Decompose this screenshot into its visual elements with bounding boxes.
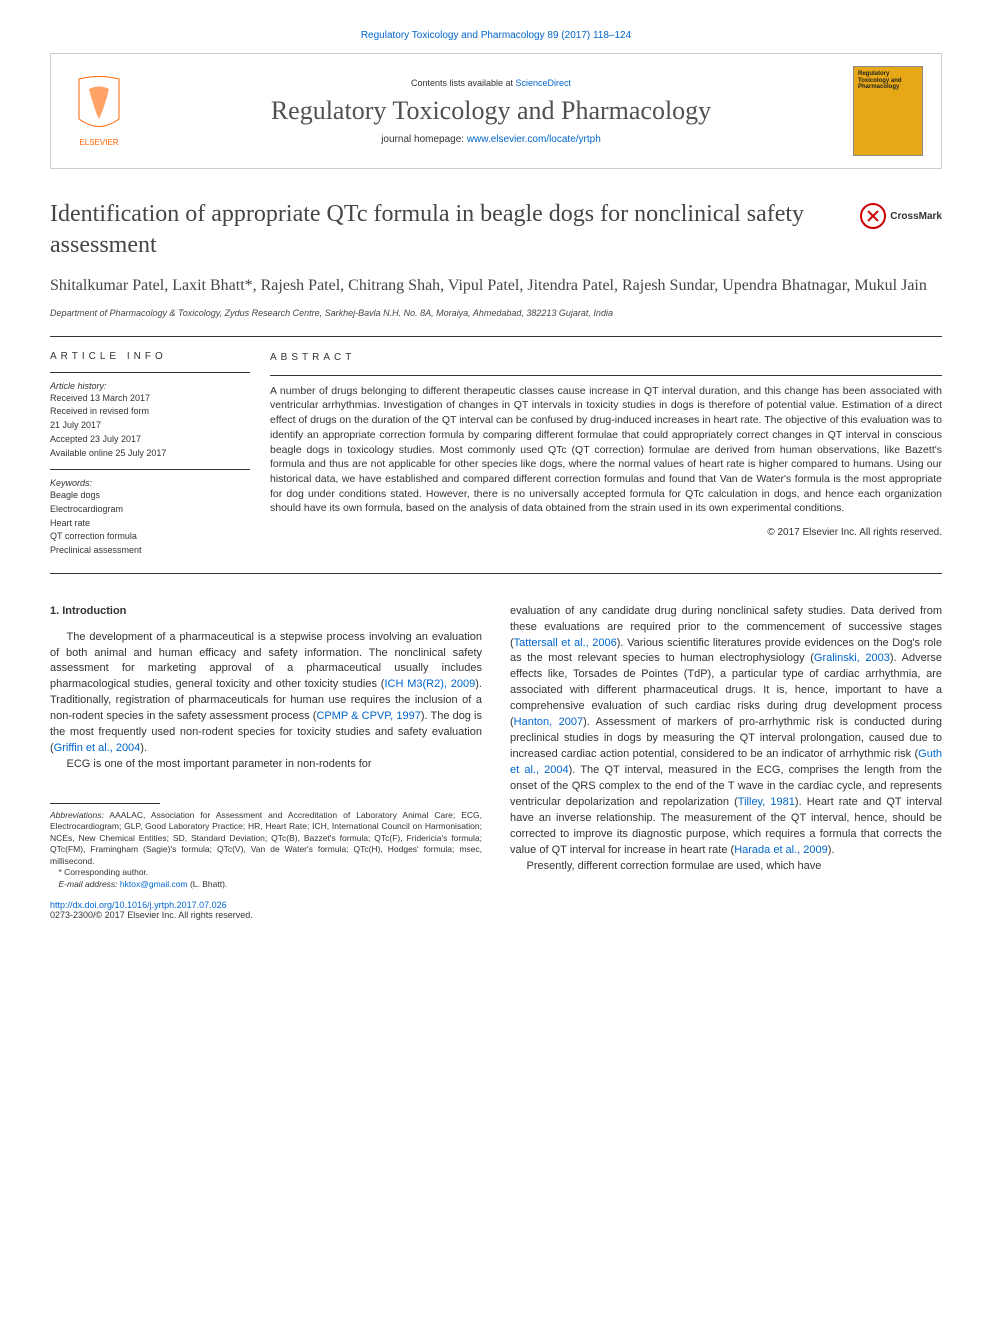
ref-tattersall[interactable]: Tattersall et al., 2006 [514, 637, 617, 649]
article-info-heading: ARTICLE INFO [50, 351, 250, 362]
p3-g: ). [828, 844, 835, 856]
email-link[interactable]: hktox@gmail.com [120, 879, 188, 889]
ref-tilley[interactable]: Tilley, 1981 [738, 796, 795, 808]
bottom-bar: http://dx.doi.org/10.1016/j.yrtph.2017.0… [50, 900, 942, 920]
sciencedirect-link[interactable]: ScienceDirect [516, 78, 572, 88]
keyword-2: Electrocardiogram [50, 504, 250, 516]
corresponding-footnote: * Corresponding author. [50, 867, 482, 878]
received-date: Received 13 March 2017 [50, 393, 250, 405]
keyword-1: Beagle dogs [50, 490, 250, 502]
abbreviations-label: Abbreviations: [50, 810, 104, 820]
paragraph-1: The development of a pharmaceutical is a… [50, 630, 482, 758]
abstract-column: ABSTRACT A number of drugs belonging to … [270, 351, 942, 559]
keyword-5: Preclinical assessment [50, 545, 250, 557]
crossmark-label: CrossMark [890, 211, 942, 222]
intro-heading: 1. Introduction [50, 604, 482, 620]
paragraph-4: Presently, different correction formulae… [510, 859, 942, 875]
doi-link[interactable]: http://dx.doi.org/10.1016/j.yrtph.2017.0… [50, 900, 227, 910]
p1-text-d: ). [140, 742, 147, 754]
contents-prefix: Contents lists available at [411, 78, 516, 88]
ref-gralinski[interactable]: Gralinski, 2003 [814, 652, 890, 664]
info-divider-2 [50, 469, 250, 470]
authors-list: Shitalkumar Patel, Laxit Bhatt*, Rajesh … [50, 275, 942, 297]
issn-copyright: 0273-2300/© 2017 Elsevier Inc. All right… [50, 910, 253, 920]
body-columns: 1. Introduction The development of a pha… [50, 604, 942, 891]
info-divider [50, 372, 250, 373]
keyword-4: QT correction formula [50, 531, 250, 543]
banner-center: Contents lists available at ScienceDirec… [149, 78, 833, 145]
contents-available: Contents lists available at ScienceDirec… [149, 78, 833, 88]
ref-ich[interactable]: ICH M3(R2), 2009 [384, 678, 475, 690]
homepage-link[interactable]: www.elsevier.com/locate/yrtph [467, 134, 601, 145]
email-person: (L. Bhatt). [188, 879, 228, 889]
cover-title: Regulatory Toxicology and Pharmacology [858, 71, 918, 91]
ref-hanton[interactable]: Hanton, 2007 [514, 716, 583, 728]
online-date: Available online 25 July 2017 [50, 448, 250, 460]
abstract-text: A number of drugs belonging to different… [270, 384, 942, 516]
accepted-date: Accepted 23 July 2017 [50, 434, 250, 446]
journal-cover-thumbnail: Regulatory Toxicology and Pharmacology [853, 66, 923, 156]
crossmark-badge[interactable]: CrossMark [860, 203, 942, 229]
affiliation: Department of Pharmacology & Toxicology,… [50, 308, 942, 318]
homepage-prefix: journal homepage: [381, 134, 467, 145]
abstract-divider [270, 375, 942, 376]
history-label: Article history: [50, 381, 250, 391]
citation-header: Regulatory Toxicology and Pharmacology 8… [50, 30, 942, 41]
right-column: evaluation of any candidate drug during … [510, 604, 942, 891]
ref-harada[interactable]: Harada et al., 2009 [734, 844, 828, 856]
article-title: Identification of appropriate QTc formul… [50, 199, 840, 261]
keywords-label: Keywords: [50, 478, 250, 488]
svg-text:ELSEVIER: ELSEVIER [79, 138, 118, 147]
keyword-3: Heart rate [50, 518, 250, 530]
crossmark-icon [860, 203, 886, 229]
revised-form: Received in revised form [50, 406, 250, 418]
left-column: 1. Introduction The development of a pha… [50, 604, 482, 891]
journal-banner: ELSEVIER Contents lists available at Sci… [50, 53, 942, 169]
footnote-divider [50, 803, 160, 804]
paragraph-3: evaluation of any candidate drug during … [510, 604, 942, 859]
abstract-copyright: © 2017 Elsevier Inc. All rights reserved… [270, 526, 942, 540]
email-footnote: E-mail address: hktox@gmail.com (L. Bhat… [50, 879, 482, 890]
divider-top [50, 336, 942, 337]
journal-homepage: journal homepage: www.elsevier.com/locat… [149, 134, 833, 145]
info-abstract-row: ARTICLE INFO Article history: Received 1… [50, 351, 942, 559]
elsevier-logo: ELSEVIER [69, 69, 129, 154]
ref-griffin[interactable]: Griffin et al., 2004 [54, 742, 141, 754]
abbreviations-footnote: Abbreviations: AAALAC, Association for A… [50, 810, 482, 867]
abbreviations-text: AAALAC, Association for Assessment and A… [50, 810, 482, 866]
title-row: Identification of appropriate QTc formul… [50, 199, 942, 261]
journal-name: Regulatory Toxicology and Pharmacology [149, 96, 833, 126]
article-info-column: ARTICLE INFO Article history: Received 1… [50, 351, 270, 559]
revised-date: 21 July 2017 [50, 420, 250, 432]
ref-cpmp[interactable]: CPMP & CPVP, 1997 [316, 710, 420, 722]
divider-bottom [50, 573, 942, 574]
paragraph-2: ECG is one of the most important paramet… [50, 757, 482, 773]
email-label: E-mail address: [59, 879, 120, 889]
abstract-heading: ABSTRACT [270, 351, 942, 365]
